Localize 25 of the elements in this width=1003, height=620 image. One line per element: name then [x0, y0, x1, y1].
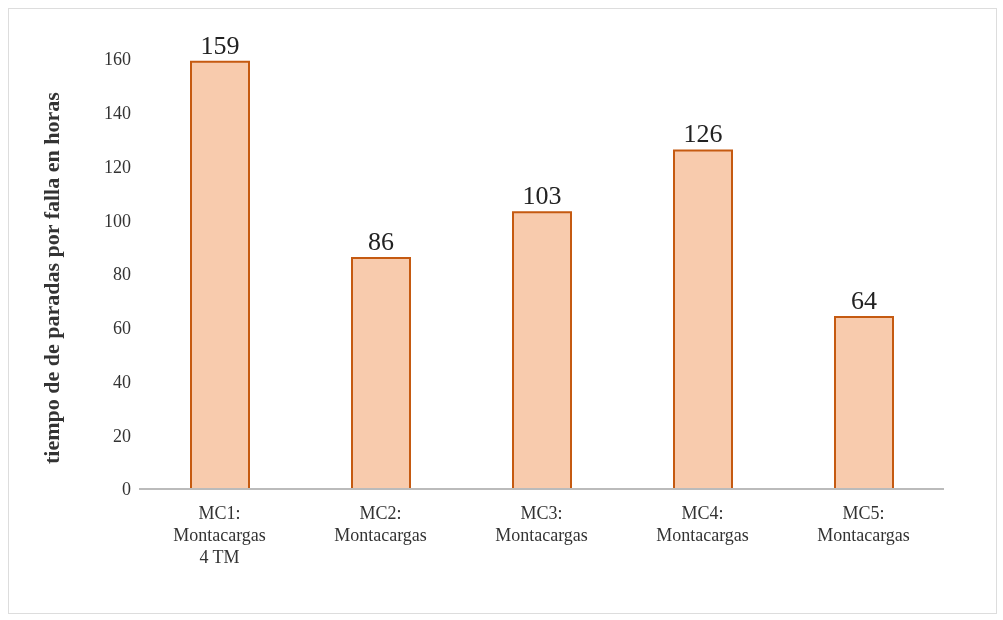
data-label: 103	[522, 181, 562, 211]
y-tick-label: 40	[113, 371, 131, 392]
y-axis-title: tiempo de de paradas por falla en horas	[38, 91, 64, 464]
y-tick-label: 100	[104, 210, 131, 231]
data-label: 159	[200, 30, 240, 60]
data-label: 126	[683, 119, 723, 149]
x-tick-label: MC5: Montacargas	[817, 503, 910, 545]
y-tick-label: 140	[104, 103, 131, 124]
y-tick-label: 60	[113, 318, 131, 339]
y-tick-label: 120	[104, 156, 131, 177]
y-tick-label: 20	[113, 425, 131, 446]
x-tick-label: MC1: Montacargas 4 TM	[173, 503, 266, 567]
x-tick-label: MC2: Montacargas	[334, 503, 427, 545]
y-tick-label: 80	[113, 264, 131, 285]
y-tick-label: 160	[104, 49, 131, 70]
bar	[673, 149, 733, 489]
y-tick-label: 0	[122, 479, 131, 500]
bar	[512, 211, 572, 489]
data-label: 64	[851, 286, 877, 315]
bar	[190, 60, 250, 489]
bar	[834, 316, 894, 489]
x-tick-label: MC3: Montacargas	[495, 503, 588, 545]
data-label: 86	[368, 226, 394, 256]
x-tick-label: MC4: Montacargas	[656, 503, 749, 545]
bar	[351, 256, 411, 489]
